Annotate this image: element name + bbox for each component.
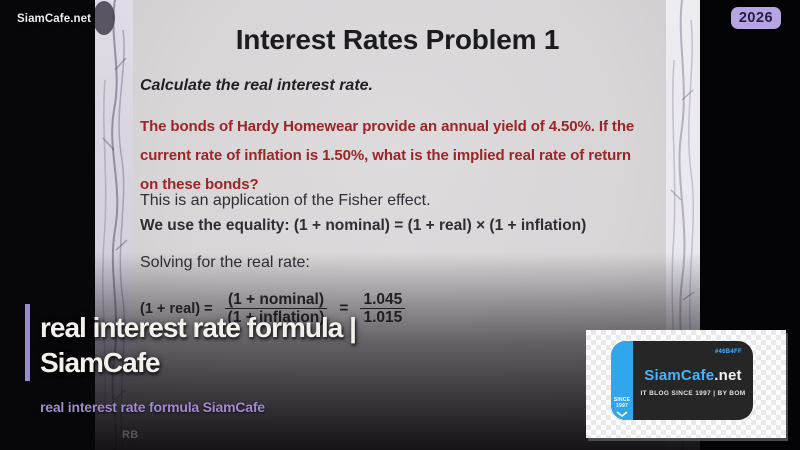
lower-third-caption: real interest rate formula | SiamCafe re… — [25, 302, 357, 415]
logo-hex-label: #46B4FF — [714, 349, 742, 355]
chevron-down-icon — [616, 411, 628, 417]
siamcafe-logo-card: SINCE 1997 #46B4FF SiamCafe.net IT BLOG … — [586, 330, 786, 438]
logo-tagline: IT BLOG SINCE 1997 | BY BOM — [640, 390, 746, 397]
caption-title: real interest rate formula | SiamCafe — [40, 302, 357, 380]
slide-photo: Interest Rates Problem 1 Calculate the r… — [95, 0, 700, 450]
author-initials: RB — [122, 429, 139, 441]
since-label: SINCE 1997 — [613, 397, 631, 409]
caption-accent-bar — [25, 304, 30, 381]
caption-title-line-1: real interest rate formula | — [40, 312, 357, 343]
logo-brand-suffix: .net — [714, 367, 742, 384]
left-letterbox-panel — [0, 0, 95, 450]
caption-subtitle: real interest rate formula SiamCafe — [40, 399, 265, 415]
logo-blue-stripe: SINCE 1997 — [611, 341, 633, 420]
logo-dark-plate: SINCE 1997 #46B4FF SiamCafe.net IT BLOG … — [611, 341, 753, 420]
logo-brand-main: SiamCafe — [644, 367, 715, 384]
year-badge: 2026 — [731, 7, 781, 29]
channel-watermark: SiamCafe.net — [17, 13, 92, 25]
caption-title-line-2: SiamCafe — [40, 347, 161, 378]
logo-brand-name: SiamCafe.net — [637, 367, 749, 384]
